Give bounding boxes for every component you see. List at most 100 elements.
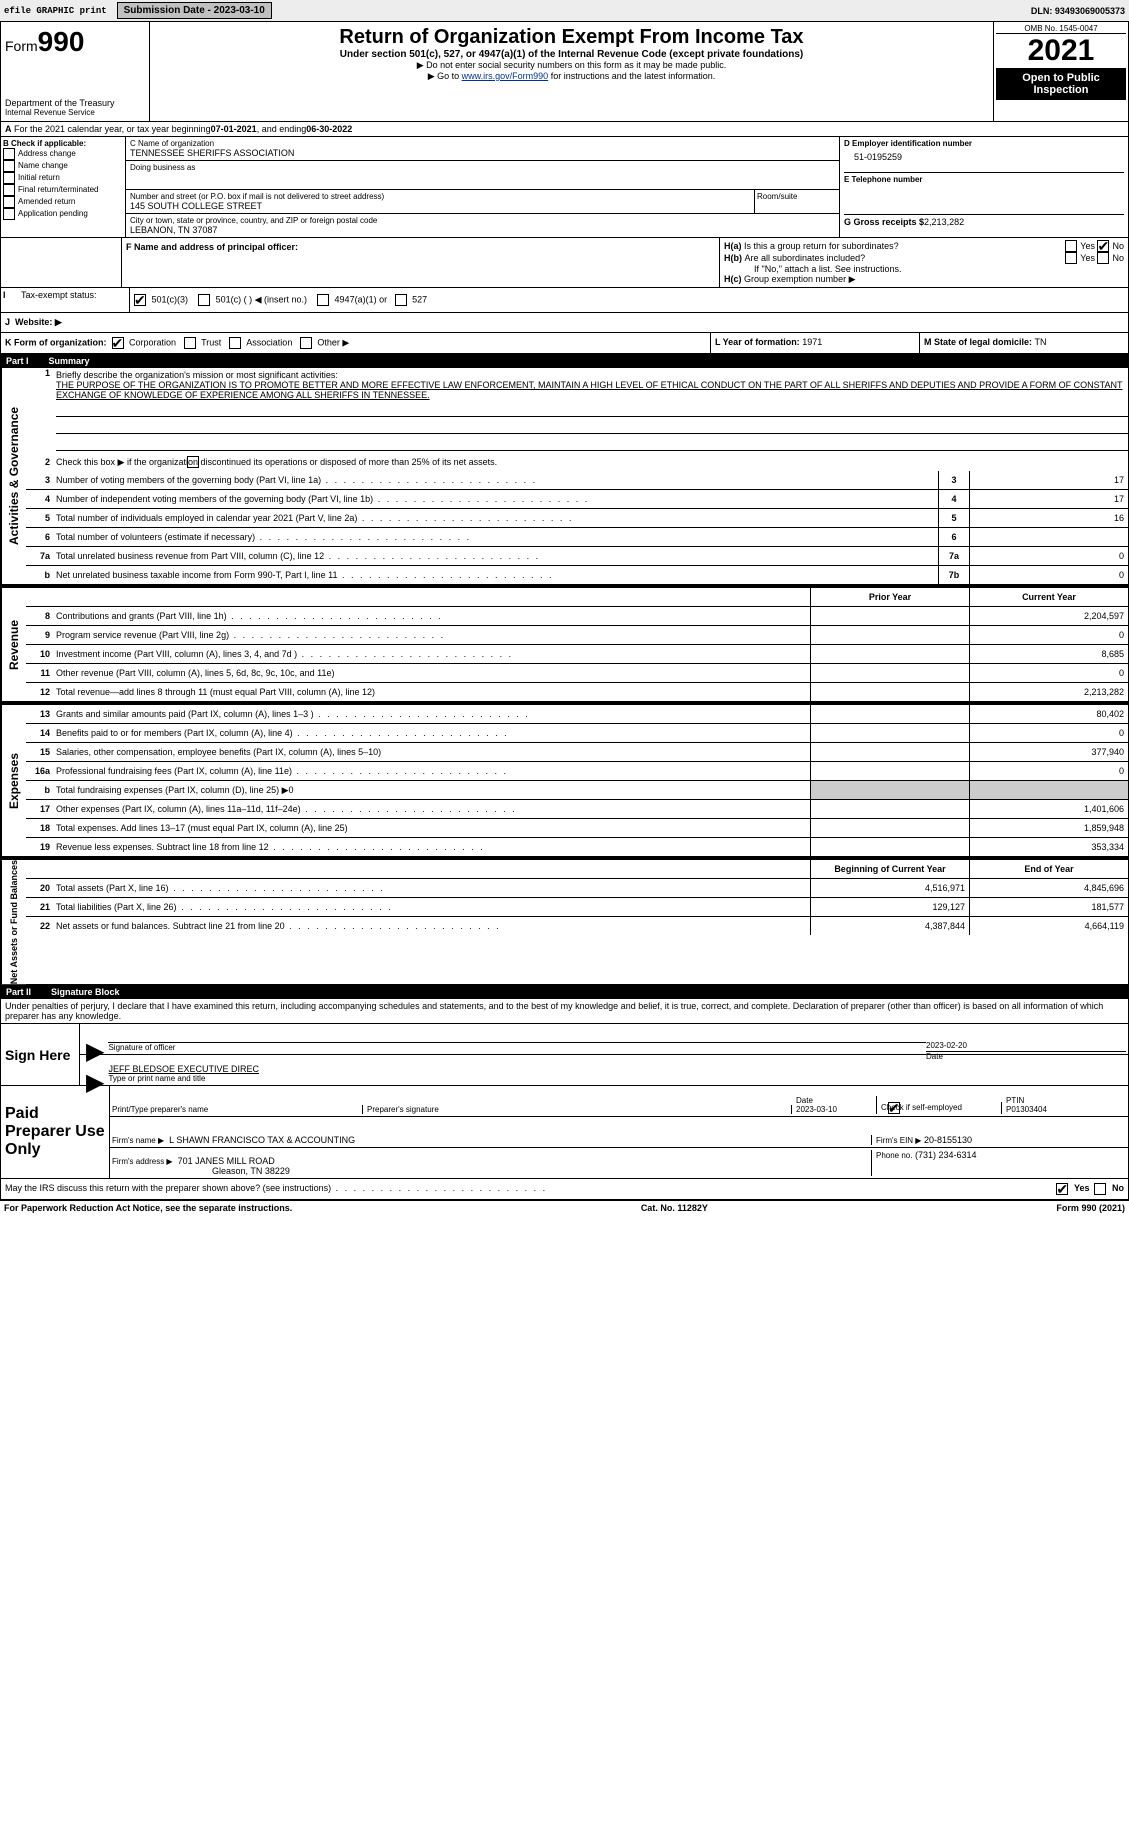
ha-no-checkbox[interactable] [1097, 240, 1109, 252]
discuss-yes-checkbox[interactable] [1056, 1183, 1068, 1195]
firm-addr: 701 JANES MILL ROAD [178, 1156, 275, 1166]
l10-value: 8,685 [969, 645, 1128, 663]
501c-checkbox[interactable] [198, 294, 210, 306]
firm-city: Gleason, TN 38229 [112, 1166, 290, 1176]
room-label: Room/suite [754, 190, 839, 213]
section-l: L Year of formation: 1971 [710, 333, 919, 353]
boy-header: Beginning of Current Year [810, 860, 969, 878]
l7b-value: 0 [969, 566, 1128, 584]
sign-here-label: Sign Here [1, 1024, 80, 1085]
tax-year: 2021 [996, 33, 1126, 68]
dba-label: Doing business as [130, 163, 835, 172]
4947-checkbox[interactable] [317, 294, 329, 306]
efile-label: efile GRAPHIC print [4, 6, 107, 16]
l20b-value: 4,516,971 [810, 879, 969, 897]
l12-value: 2,213,282 [969, 683, 1128, 701]
form-title: Return of Organization Exempt From Incom… [154, 26, 989, 49]
goto-note: Go to www.irs.gov/Form990 for instructio… [154, 71, 989, 82]
vert-expenses: Expenses [1, 705, 26, 856]
sign-here-block: Sign Here ▶ Signature of officer Date202… [0, 1024, 1129, 1086]
l19-value: 353,334 [969, 838, 1128, 856]
527-checkbox[interactable] [395, 294, 407, 306]
activities-block: Activities & Governance 1 Briefly descri… [0, 368, 1129, 585]
part2-header: Part IISignature Block [0, 985, 1129, 999]
ssn-note: Do not enter social security numbers on … [154, 60, 989, 71]
discuss-no-checkbox[interactable] [1094, 1183, 1106, 1195]
self-employed-checkbox[interactable] [888, 1102, 900, 1114]
trust-checkbox[interactable] [184, 337, 196, 349]
ein-value: 51-0195259 [844, 148, 1124, 172]
section-bcd: B Check if applicable: Address change Na… [0, 137, 1129, 238]
revenue-block: Revenue Prior YearCurrent Year 8Contribu… [0, 585, 1129, 702]
footer-right: Form 990 (2021) [1056, 1203, 1125, 1213]
final-return-checkbox[interactable] [3, 184, 15, 196]
form-number: Form990 [5, 26, 145, 58]
l16a-value: 0 [969, 762, 1128, 780]
efile-topbar: efile GRAPHIC print Submission Date - 20… [0, 0, 1129, 22]
submission-date-button[interactable]: Submission Date - 2023-03-10 [117, 2, 272, 19]
current-year-header: Current Year [969, 588, 1128, 606]
inspection-label: Open to Public Inspection [996, 68, 1126, 100]
l7a-value: 0 [969, 547, 1128, 565]
section-m: M State of legal domicile: TN [919, 333, 1128, 353]
hb-yes-checkbox[interactable] [1065, 252, 1077, 264]
other-checkbox[interactable] [300, 337, 312, 349]
prep-date: 2023-03-10 [796, 1105, 837, 1114]
dept-label: Department of the Treasury [5, 98, 145, 108]
hb-no-checkbox[interactable] [1097, 252, 1109, 264]
netassets-block: Net Assets or Fund Balances Beginning of… [0, 857, 1129, 985]
paid-preparer-block: Paid Preparer Use Only Print/Type prepar… [0, 1086, 1129, 1179]
l22b-value: 4,387,844 [810, 917, 969, 935]
l21e-value: 181,577 [969, 898, 1128, 916]
firm-name: L SHAWN FRANCISCO TAX & ACCOUNTING [169, 1135, 355, 1145]
line-a: A For the 2021 calendar year, or tax yea… [0, 122, 1129, 137]
form-header: Form990 Department of the Treasury Inter… [0, 22, 1129, 122]
l3-value: 17 [969, 471, 1128, 489]
l21b-value: 129,127 [810, 898, 969, 916]
assoc-checkbox[interactable] [229, 337, 241, 349]
l11-value: 0 [969, 664, 1128, 682]
street-value: 145 SOUTH COLLEGE STREET [130, 201, 750, 211]
address-change-checkbox[interactable] [3, 148, 15, 160]
ein-label: D Employer identification number [844, 139, 1124, 148]
section-c: C Name of organization TENNESSEE SHERIFF… [126, 137, 839, 237]
name-change-checkbox[interactable] [3, 160, 15, 172]
prior-year-header: Prior Year [810, 588, 969, 606]
sig-date: 2023-02-20 [926, 1041, 1126, 1050]
footer-left: For Paperwork Reduction Act Notice, see … [4, 1203, 292, 1213]
part1-header: Part ISummary [0, 354, 1129, 368]
section-f: F Name and address of principal officer: [122, 238, 719, 287]
city-label: City or town, state or province, country… [130, 216, 835, 225]
l2-checkbox[interactable] [187, 456, 199, 468]
initial-return-checkbox[interactable] [3, 172, 15, 184]
phone-label: E Telephone number [844, 172, 1124, 184]
mission-text: THE PURPOSE OF THE ORGANIZATION IS TO PR… [56, 380, 1123, 400]
gross-receipts: G Gross receipts $2,213,282 [844, 214, 1124, 227]
corp-checkbox[interactable] [112, 337, 124, 349]
declaration-text: Under penalties of perjury, I declare th… [0, 999, 1129, 1024]
amended-return-checkbox[interactable] [3, 196, 15, 208]
section-h: H(a) Is this a group return for subordin… [719, 238, 1128, 287]
ha-yes-checkbox[interactable] [1065, 240, 1077, 252]
dln-label: DLN: 93493069005373 [1031, 6, 1125, 16]
klm-row: K Form of organization: Corporation Trus… [0, 333, 1129, 354]
self-employed: Check if self-employed [877, 1102, 1002, 1114]
vert-netassets: Net Assets or Fund Balances [1, 860, 26, 984]
l13-value: 80,402 [969, 705, 1128, 723]
vert-activities: Activities & Governance [1, 368, 26, 584]
expenses-block: Expenses 13Grants and similar amounts pa… [0, 702, 1129, 857]
l5-value: 16 [969, 509, 1128, 527]
irs-link[interactable]: www.irs.gov/Form990 [462, 71, 549, 81]
l22e-value: 4,664,119 [969, 917, 1128, 935]
l14-value: 0 [969, 724, 1128, 742]
section-b: B Check if applicable: Address change Na… [1, 137, 126, 237]
l18-value: 1,859,948 [969, 819, 1128, 837]
l9-value: 0 [969, 626, 1128, 644]
page-footer: For Paperwork Reduction Act Notice, see … [0, 1200, 1129, 1215]
tax-exempt-row: I Tax-exempt status: 501(c)(3) 501(c) ( … [0, 288, 1129, 313]
org-name: TENNESSEE SHERIFFS ASSOCIATION [130, 148, 835, 158]
eoy-header: End of Year [969, 860, 1128, 878]
application-pending-checkbox[interactable] [3, 208, 15, 220]
501c3-checkbox[interactable] [134, 294, 146, 306]
section-fh: F Name and address of principal officer:… [0, 238, 1129, 288]
